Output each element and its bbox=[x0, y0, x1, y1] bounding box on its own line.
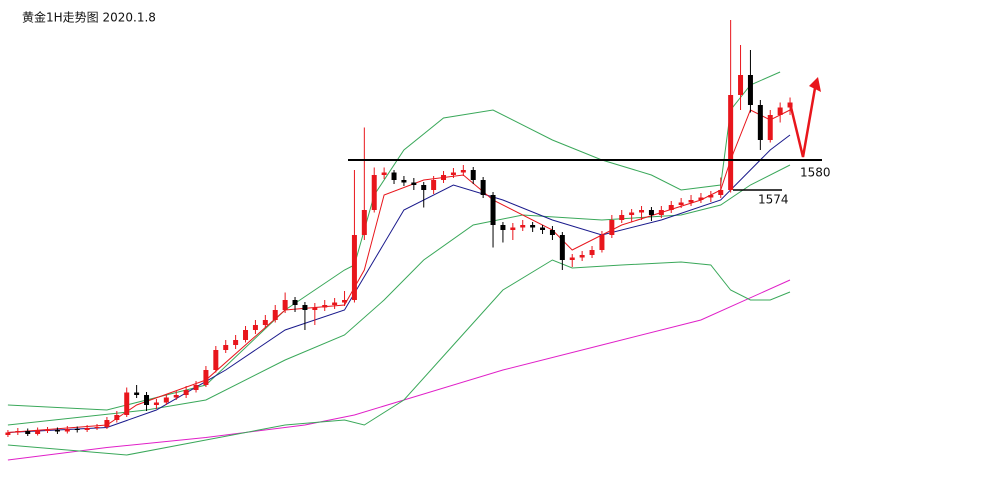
candle-body bbox=[559, 235, 565, 260]
candle-body bbox=[549, 230, 555, 235]
candle-body bbox=[629, 212, 635, 215]
candle-body bbox=[54, 430, 60, 432]
indicator-line bbox=[7, 259, 791, 456]
candle-body bbox=[450, 172, 456, 175]
candle-body bbox=[520, 225, 526, 228]
candle-body bbox=[342, 300, 348, 303]
candle-body bbox=[381, 172, 387, 175]
candle-body bbox=[203, 370, 209, 385]
candle-body bbox=[609, 220, 615, 235]
candle-body bbox=[144, 395, 150, 405]
candle-body bbox=[272, 310, 278, 320]
candle-body bbox=[213, 350, 219, 370]
candle-body bbox=[252, 325, 258, 330]
candle-body bbox=[688, 200, 694, 203]
candle-body bbox=[777, 107, 783, 115]
candle-body bbox=[718, 190, 724, 195]
candle-body bbox=[480, 180, 486, 195]
candle-body bbox=[5, 432, 11, 435]
chart-title: 黄金1H走势图 2020.1.8 bbox=[22, 10, 156, 25]
candle-body bbox=[757, 105, 763, 140]
candle-body bbox=[193, 385, 199, 390]
candle-body bbox=[114, 415, 120, 420]
levels: 1580 1574 bbox=[348, 159, 831, 207]
candle-body bbox=[569, 257, 575, 260]
candle-body bbox=[233, 340, 239, 345]
candle-body bbox=[45, 430, 51, 431]
candle-body bbox=[243, 330, 249, 340]
candle-body bbox=[94, 427, 100, 428]
candle-body bbox=[589, 250, 595, 255]
candle-body bbox=[460, 170, 466, 173]
projection-arrow bbox=[788, 87, 817, 158]
candle-body bbox=[738, 75, 744, 95]
level-label: 1574 bbox=[758, 193, 789, 207]
candle-body bbox=[698, 197, 704, 200]
candle-body bbox=[124, 392, 130, 415]
candle-body bbox=[35, 430, 41, 434]
indicator-line bbox=[7, 164, 791, 426]
candle-body bbox=[361, 210, 367, 235]
candle-body bbox=[490, 195, 496, 225]
candle-body bbox=[332, 302, 338, 305]
candle-body bbox=[678, 202, 684, 205]
candle-body bbox=[15, 431, 21, 433]
candle-body bbox=[441, 175, 447, 180]
candle-body bbox=[411, 182, 417, 185]
candle-body bbox=[510, 227, 516, 230]
candle-body bbox=[292, 300, 298, 305]
candle-body bbox=[767, 115, 773, 140]
candle-body bbox=[599, 235, 605, 250]
candle-body bbox=[84, 428, 90, 430]
candle-body bbox=[431, 180, 437, 190]
candle-body bbox=[708, 195, 714, 198]
candle-body bbox=[401, 180, 407, 183]
candle-body bbox=[25, 431, 31, 434]
candle-body bbox=[421, 185, 427, 190]
indicator-line bbox=[7, 134, 791, 433]
candle-body bbox=[668, 205, 674, 210]
candle-body bbox=[134, 392, 140, 395]
candle-body bbox=[530, 225, 536, 228]
candle-body bbox=[500, 225, 506, 230]
candle-body bbox=[183, 390, 189, 395]
candle-body bbox=[579, 255, 585, 258]
candle-body bbox=[371, 175, 377, 210]
candle-body bbox=[747, 75, 753, 105]
candle-body bbox=[302, 305, 308, 310]
indicator-line bbox=[7, 279, 791, 461]
candle-body bbox=[391, 172, 397, 180]
candle-body bbox=[153, 402, 159, 405]
candle-body bbox=[74, 429, 80, 430]
candle-body bbox=[619, 215, 625, 220]
candle-body bbox=[351, 235, 357, 300]
candle-body bbox=[658, 210, 664, 215]
candle-body bbox=[470, 170, 476, 180]
candle-body bbox=[163, 397, 169, 403]
arrow-head bbox=[809, 77, 821, 92]
candle-body bbox=[648, 210, 654, 215]
candle-body bbox=[64, 429, 70, 432]
candle-body bbox=[728, 95, 734, 190]
candle-body bbox=[262, 320, 268, 325]
candle-body bbox=[223, 345, 229, 350]
candle-body bbox=[312, 307, 318, 310]
candle-body bbox=[639, 210, 645, 213]
level-label: 1580 bbox=[800, 166, 831, 180]
candle-body bbox=[173, 395, 179, 398]
candle-body bbox=[282, 300, 288, 310]
candle-body bbox=[322, 305, 328, 308]
candle-body bbox=[104, 420, 110, 427]
candle-body bbox=[540, 227, 546, 230]
candles bbox=[5, 20, 793, 437]
